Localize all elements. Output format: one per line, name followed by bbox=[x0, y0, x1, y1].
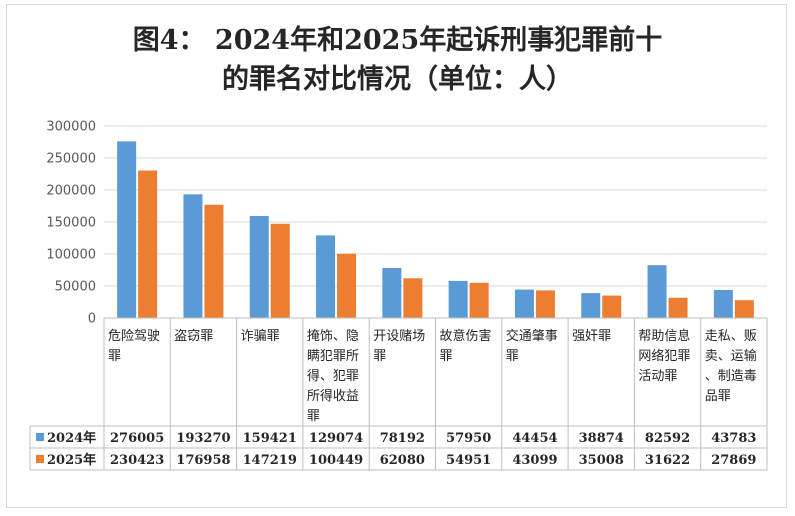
category-label: 罪 bbox=[108, 349, 121, 364]
bar-2024年-1 bbox=[117, 141, 137, 318]
data-label: 38874 bbox=[579, 431, 624, 446]
y-tick-label: 50000 bbox=[55, 280, 96, 295]
bar-2025年-1 bbox=[138, 170, 158, 318]
category-label: 盗窃罪 bbox=[174, 328, 213, 344]
category-label: 卖、运输 bbox=[705, 348, 757, 364]
bar-2024年-4 bbox=[316, 235, 336, 318]
bar-2025年-4 bbox=[337, 253, 357, 318]
legend-label: 2024年 bbox=[47, 430, 96, 446]
category-label: 得、犯罪 bbox=[307, 368, 359, 384]
data-label: 129074 bbox=[309, 431, 363, 446]
chart-title-line-1: 图4： 2024年和2025年起诉刑事犯罪前十 bbox=[132, 25, 663, 56]
data-label: 43099 bbox=[512, 453, 557, 468]
category-label: 开设赌场 bbox=[373, 329, 425, 344]
bar-2025年-3 bbox=[270, 223, 290, 318]
category-label: 罪 bbox=[307, 409, 320, 424]
category-label: 活动罪 bbox=[638, 369, 677, 384]
bars bbox=[117, 141, 754, 318]
category-label: 掩饰、隐 bbox=[307, 329, 359, 344]
category-label: 网络犯罪 bbox=[638, 348, 690, 364]
category-label: 故意伤害 bbox=[440, 328, 492, 344]
data-label: 62080 bbox=[380, 453, 425, 468]
data-label: 230423 bbox=[110, 453, 164, 468]
data-label: 57950 bbox=[446, 431, 491, 446]
data-label: 31622 bbox=[645, 453, 690, 468]
bar-2024年-3 bbox=[249, 215, 269, 318]
data-label: 44454 bbox=[512, 431, 557, 446]
bar-2024年-8 bbox=[581, 293, 601, 318]
category-label: 、制造毒 bbox=[705, 369, 757, 384]
data-label: 159421 bbox=[243, 431, 297, 446]
data-label: 147219 bbox=[243, 453, 297, 468]
bar-2024年-2 bbox=[183, 194, 203, 318]
category-label: 瞒犯罪所 bbox=[307, 349, 359, 364]
y-tick-label: 0 bbox=[88, 312, 96, 327]
bar-2024年-5 bbox=[382, 267, 402, 318]
data-label: 176958 bbox=[176, 453, 230, 468]
category-label: 罪 bbox=[506, 349, 519, 364]
chart-frame bbox=[6, 4, 787, 508]
category-label: 交通肇事 bbox=[506, 328, 558, 344]
data-label: 193270 bbox=[176, 431, 230, 446]
bar-2024年-6 bbox=[448, 280, 468, 318]
y-axis: 0 50000 100000 150000 200000 250000 300000 bbox=[46, 120, 96, 327]
data-label: 78192 bbox=[380, 431, 425, 446]
data-label: 27869 bbox=[711, 453, 756, 468]
data-label: 43783 bbox=[711, 431, 756, 446]
legend-label: 2025年 bbox=[47, 452, 96, 468]
category-label: 诈骗罪 bbox=[241, 329, 280, 344]
bar-2025年-8 bbox=[602, 295, 622, 318]
data-label: 54951 bbox=[446, 453, 491, 468]
data-label: 100449 bbox=[309, 453, 363, 468]
data-label: 276005 bbox=[110, 431, 164, 446]
bar-2025年-9 bbox=[668, 297, 688, 318]
bar-2025年-10 bbox=[734, 300, 754, 318]
legend-key bbox=[36, 455, 44, 463]
y-tick-label: 200000 bbox=[46, 184, 96, 199]
bar-2024年-7 bbox=[514, 289, 534, 318]
chart-title-line-2: 的罪名对比情况（单位：人） bbox=[222, 64, 573, 95]
data-label: 35008 bbox=[579, 453, 624, 468]
category-label: 品罪 bbox=[705, 389, 731, 404]
data-label: 82592 bbox=[645, 431, 690, 446]
bar-2025年-7 bbox=[535, 290, 555, 318]
category-label: 危险驾驶 bbox=[108, 329, 160, 344]
y-tick-label: 250000 bbox=[46, 152, 96, 167]
category-label: 强奸罪 bbox=[572, 329, 611, 344]
y-tick-label: 150000 bbox=[46, 216, 96, 231]
bar-2025年-6 bbox=[469, 282, 489, 318]
gridlines bbox=[104, 125, 767, 319]
y-tick-label: 100000 bbox=[46, 248, 96, 263]
y-tick-label: 300000 bbox=[46, 120, 96, 135]
category-label: 罪 bbox=[440, 349, 453, 364]
bar-2025年-5 bbox=[403, 278, 423, 318]
legend-key bbox=[36, 433, 44, 441]
category-label: 罪 bbox=[373, 349, 386, 364]
category-label: 帮助信息 bbox=[638, 328, 690, 344]
bar-2025年-2 bbox=[204, 204, 224, 318]
bar-2024年-10 bbox=[713, 289, 733, 318]
category-label: 走私、贩 bbox=[705, 329, 757, 344]
bar-2024年-9 bbox=[647, 265, 667, 318]
category-label: 所得收益 bbox=[307, 388, 359, 404]
